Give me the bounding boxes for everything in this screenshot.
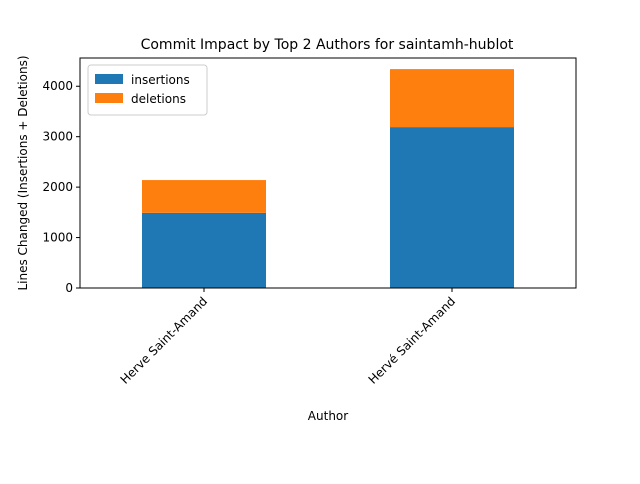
legend-swatch-insertions: [95, 74, 123, 84]
y-tick-label-0: 0: [65, 281, 73, 295]
plot-frame: [79, 57, 577, 289]
bar-deletions-0: [142, 180, 266, 213]
legend-label-deletions: deletions: [131, 92, 186, 106]
legend-swatch-deletions: [95, 93, 123, 103]
legend-label-insertions: insertions: [131, 73, 190, 87]
y-axis-label: Lines Changed (Insertions + Deletions): [16, 55, 30, 290]
legend: insertions deletions: [87, 64, 208, 116]
bar-insertions-1: [390, 127, 514, 288]
bar-deletions-1: [390, 69, 514, 128]
y-axis: 0 1000 2000 3000 4000: [42, 79, 80, 295]
x-tick-label-1: Hervé Saint-Amand: [366, 294, 458, 386]
x-axis: Herve Saint-Amand Hervé Saint-Amand: [118, 288, 458, 387]
x-axis-label: Author: [308, 409, 348, 423]
y-tick-label-3: 3000: [42, 130, 73, 144]
bar-insertions-0: [142, 212, 266, 288]
y-tick-label-1: 1000: [42, 231, 73, 245]
chart-title: Commit Impact by Top 2 Authors for saint…: [141, 37, 514, 53]
y-tick-label-4: 4000: [42, 79, 73, 93]
y-tick-label-2: 2000: [42, 180, 73, 194]
bars-group: [142, 69, 514, 288]
x-tick-label-0: Herve Saint-Amand: [118, 294, 210, 386]
